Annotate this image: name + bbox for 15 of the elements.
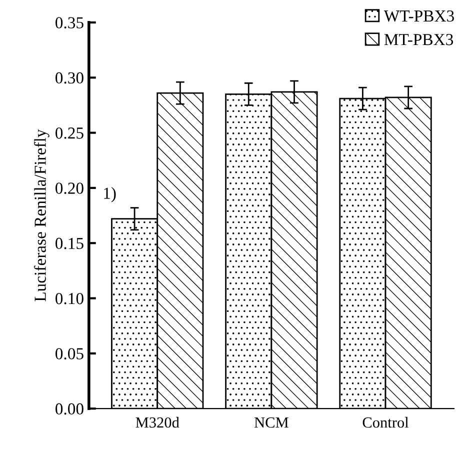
y-tick-label: 0.25 [56,127,84,139]
y-tick-label: 0.35 [56,17,84,28]
x-tick-label: Control [362,416,409,428]
y-tick-label: 0.15 [56,238,84,250]
y-tick-label: 0.20 [56,182,84,194]
y-tick-label: 0.10 [56,292,84,304]
y-axis-title: Luciferase Renilla/Firefly [34,129,50,302]
legend-label: WT-PBX3 [384,10,454,22]
y-tick-label: 0.05 [56,348,84,360]
x-tick-label: M320d [136,416,180,428]
y-tick-label: 0.30 [56,72,84,84]
y-tick-label: 0.00 [56,403,84,415]
legend-label: MT-PBX3 [384,34,454,46]
x-tick-label: NCM [254,417,288,428]
annotation: 1) [104,187,116,202]
